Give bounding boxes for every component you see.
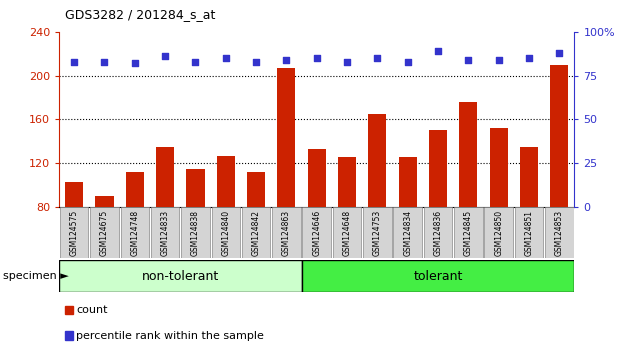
Bar: [459, 102, 478, 207]
FancyBboxPatch shape: [333, 207, 361, 258]
Bar: [489, 128, 508, 207]
FancyBboxPatch shape: [90, 207, 119, 258]
FancyBboxPatch shape: [302, 207, 331, 258]
Point: [251, 59, 261, 64]
FancyBboxPatch shape: [272, 207, 301, 258]
Point: [402, 59, 412, 64]
FancyBboxPatch shape: [60, 207, 88, 258]
Bar: [125, 172, 144, 207]
FancyBboxPatch shape: [181, 207, 210, 258]
FancyBboxPatch shape: [545, 207, 574, 258]
Text: GSM124748: GSM124748: [130, 210, 139, 256]
Text: GSM124840: GSM124840: [221, 210, 230, 256]
Text: GSM124836: GSM124836: [433, 210, 443, 256]
Text: GSM124648: GSM124648: [343, 210, 351, 256]
Point: [312, 55, 322, 61]
FancyBboxPatch shape: [212, 207, 240, 258]
FancyBboxPatch shape: [454, 207, 483, 258]
Text: GSM124833: GSM124833: [161, 210, 170, 256]
Text: GDS3282 / 201284_s_at: GDS3282 / 201284_s_at: [65, 8, 215, 21]
FancyBboxPatch shape: [394, 207, 422, 258]
Text: GSM124646: GSM124646: [312, 210, 321, 256]
Point: [494, 57, 504, 63]
Point: [191, 59, 201, 64]
Text: GSM124851: GSM124851: [525, 210, 533, 256]
Bar: [65, 182, 83, 207]
Point: [373, 55, 383, 61]
FancyBboxPatch shape: [302, 260, 574, 292]
Text: count: count: [76, 305, 108, 315]
Bar: [247, 172, 265, 207]
Bar: [429, 130, 447, 207]
Bar: [96, 196, 114, 207]
Bar: [278, 68, 296, 207]
FancyBboxPatch shape: [120, 207, 149, 258]
Text: GSM124838: GSM124838: [191, 210, 200, 256]
FancyBboxPatch shape: [242, 207, 270, 258]
Point: [524, 55, 534, 61]
FancyBboxPatch shape: [59, 260, 302, 292]
Point: [160, 53, 170, 59]
FancyBboxPatch shape: [151, 207, 179, 258]
Text: tolerant: tolerant: [414, 270, 463, 282]
Text: GSM124863: GSM124863: [282, 210, 291, 256]
Text: percentile rank within the sample: percentile rank within the sample: [76, 331, 265, 341]
Text: specimen ►: specimen ►: [3, 271, 69, 281]
Point: [463, 57, 473, 63]
Point: [281, 57, 291, 63]
Text: GSM124850: GSM124850: [494, 210, 503, 256]
Bar: [520, 147, 538, 207]
Bar: [338, 157, 356, 207]
FancyBboxPatch shape: [424, 207, 452, 258]
Bar: [307, 149, 326, 207]
Text: GSM124753: GSM124753: [373, 210, 382, 256]
Point: [221, 55, 231, 61]
FancyBboxPatch shape: [515, 207, 543, 258]
Bar: [186, 169, 204, 207]
Point: [555, 50, 564, 56]
FancyBboxPatch shape: [363, 207, 392, 258]
Text: GSM124575: GSM124575: [70, 210, 79, 256]
Text: non-tolerant: non-tolerant: [142, 270, 219, 282]
Point: [99, 59, 109, 64]
Point: [433, 48, 443, 54]
Text: GSM124853: GSM124853: [555, 210, 564, 256]
Bar: [550, 65, 568, 207]
Text: GSM124842: GSM124842: [252, 210, 261, 256]
Bar: [217, 156, 235, 207]
Point: [69, 59, 79, 64]
Text: GSM124675: GSM124675: [100, 210, 109, 256]
Bar: [368, 114, 386, 207]
Point: [130, 61, 140, 66]
Bar: [399, 157, 417, 207]
FancyBboxPatch shape: [484, 207, 513, 258]
Bar: [156, 147, 175, 207]
Text: GSM124845: GSM124845: [464, 210, 473, 256]
Point: [342, 59, 352, 64]
Text: GSM124834: GSM124834: [403, 210, 412, 256]
